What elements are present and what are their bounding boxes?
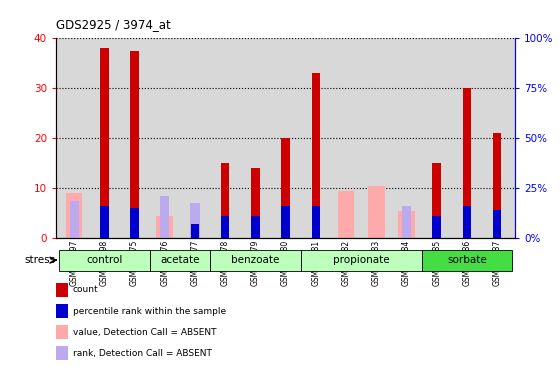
Bar xyxy=(432,163,441,238)
Bar xyxy=(422,250,512,271)
Bar xyxy=(311,73,320,238)
Bar xyxy=(69,200,79,238)
Text: benzoate: benzoate xyxy=(231,255,279,265)
Bar xyxy=(59,250,150,271)
Text: GDS2925 / 3974_at: GDS2925 / 3974_at xyxy=(56,18,171,31)
Bar xyxy=(301,250,422,271)
Text: sorbate: sorbate xyxy=(447,255,487,265)
Bar xyxy=(191,224,199,238)
Bar xyxy=(130,208,139,238)
Text: value, Detection Call = ABSENT: value, Detection Call = ABSENT xyxy=(73,328,216,337)
Bar xyxy=(398,210,415,238)
Bar xyxy=(100,206,109,238)
Bar xyxy=(221,216,230,238)
Bar xyxy=(150,250,210,271)
Bar xyxy=(221,163,230,238)
Text: stress: stress xyxy=(24,255,55,265)
Bar xyxy=(210,250,301,271)
Bar xyxy=(402,206,411,238)
Text: count: count xyxy=(73,285,99,295)
Bar xyxy=(66,193,82,238)
Bar xyxy=(463,88,471,238)
Bar xyxy=(281,206,290,238)
Text: control: control xyxy=(86,255,123,265)
Text: propionate: propionate xyxy=(333,255,389,265)
Bar xyxy=(156,216,173,238)
Text: acetate: acetate xyxy=(160,255,199,265)
Bar xyxy=(338,190,354,238)
Bar xyxy=(281,138,290,238)
Bar xyxy=(311,206,320,238)
Bar xyxy=(463,206,471,238)
Bar xyxy=(368,186,385,238)
Bar xyxy=(130,51,139,238)
Text: percentile rank within the sample: percentile rank within the sample xyxy=(73,306,226,316)
Bar xyxy=(493,133,501,238)
Bar xyxy=(493,210,501,238)
Bar xyxy=(251,168,260,238)
Bar xyxy=(160,195,169,238)
Text: rank, Detection Call = ABSENT: rank, Detection Call = ABSENT xyxy=(73,349,212,358)
Bar xyxy=(190,203,199,238)
Bar xyxy=(251,216,260,238)
Bar xyxy=(100,48,109,238)
Bar xyxy=(432,216,441,238)
